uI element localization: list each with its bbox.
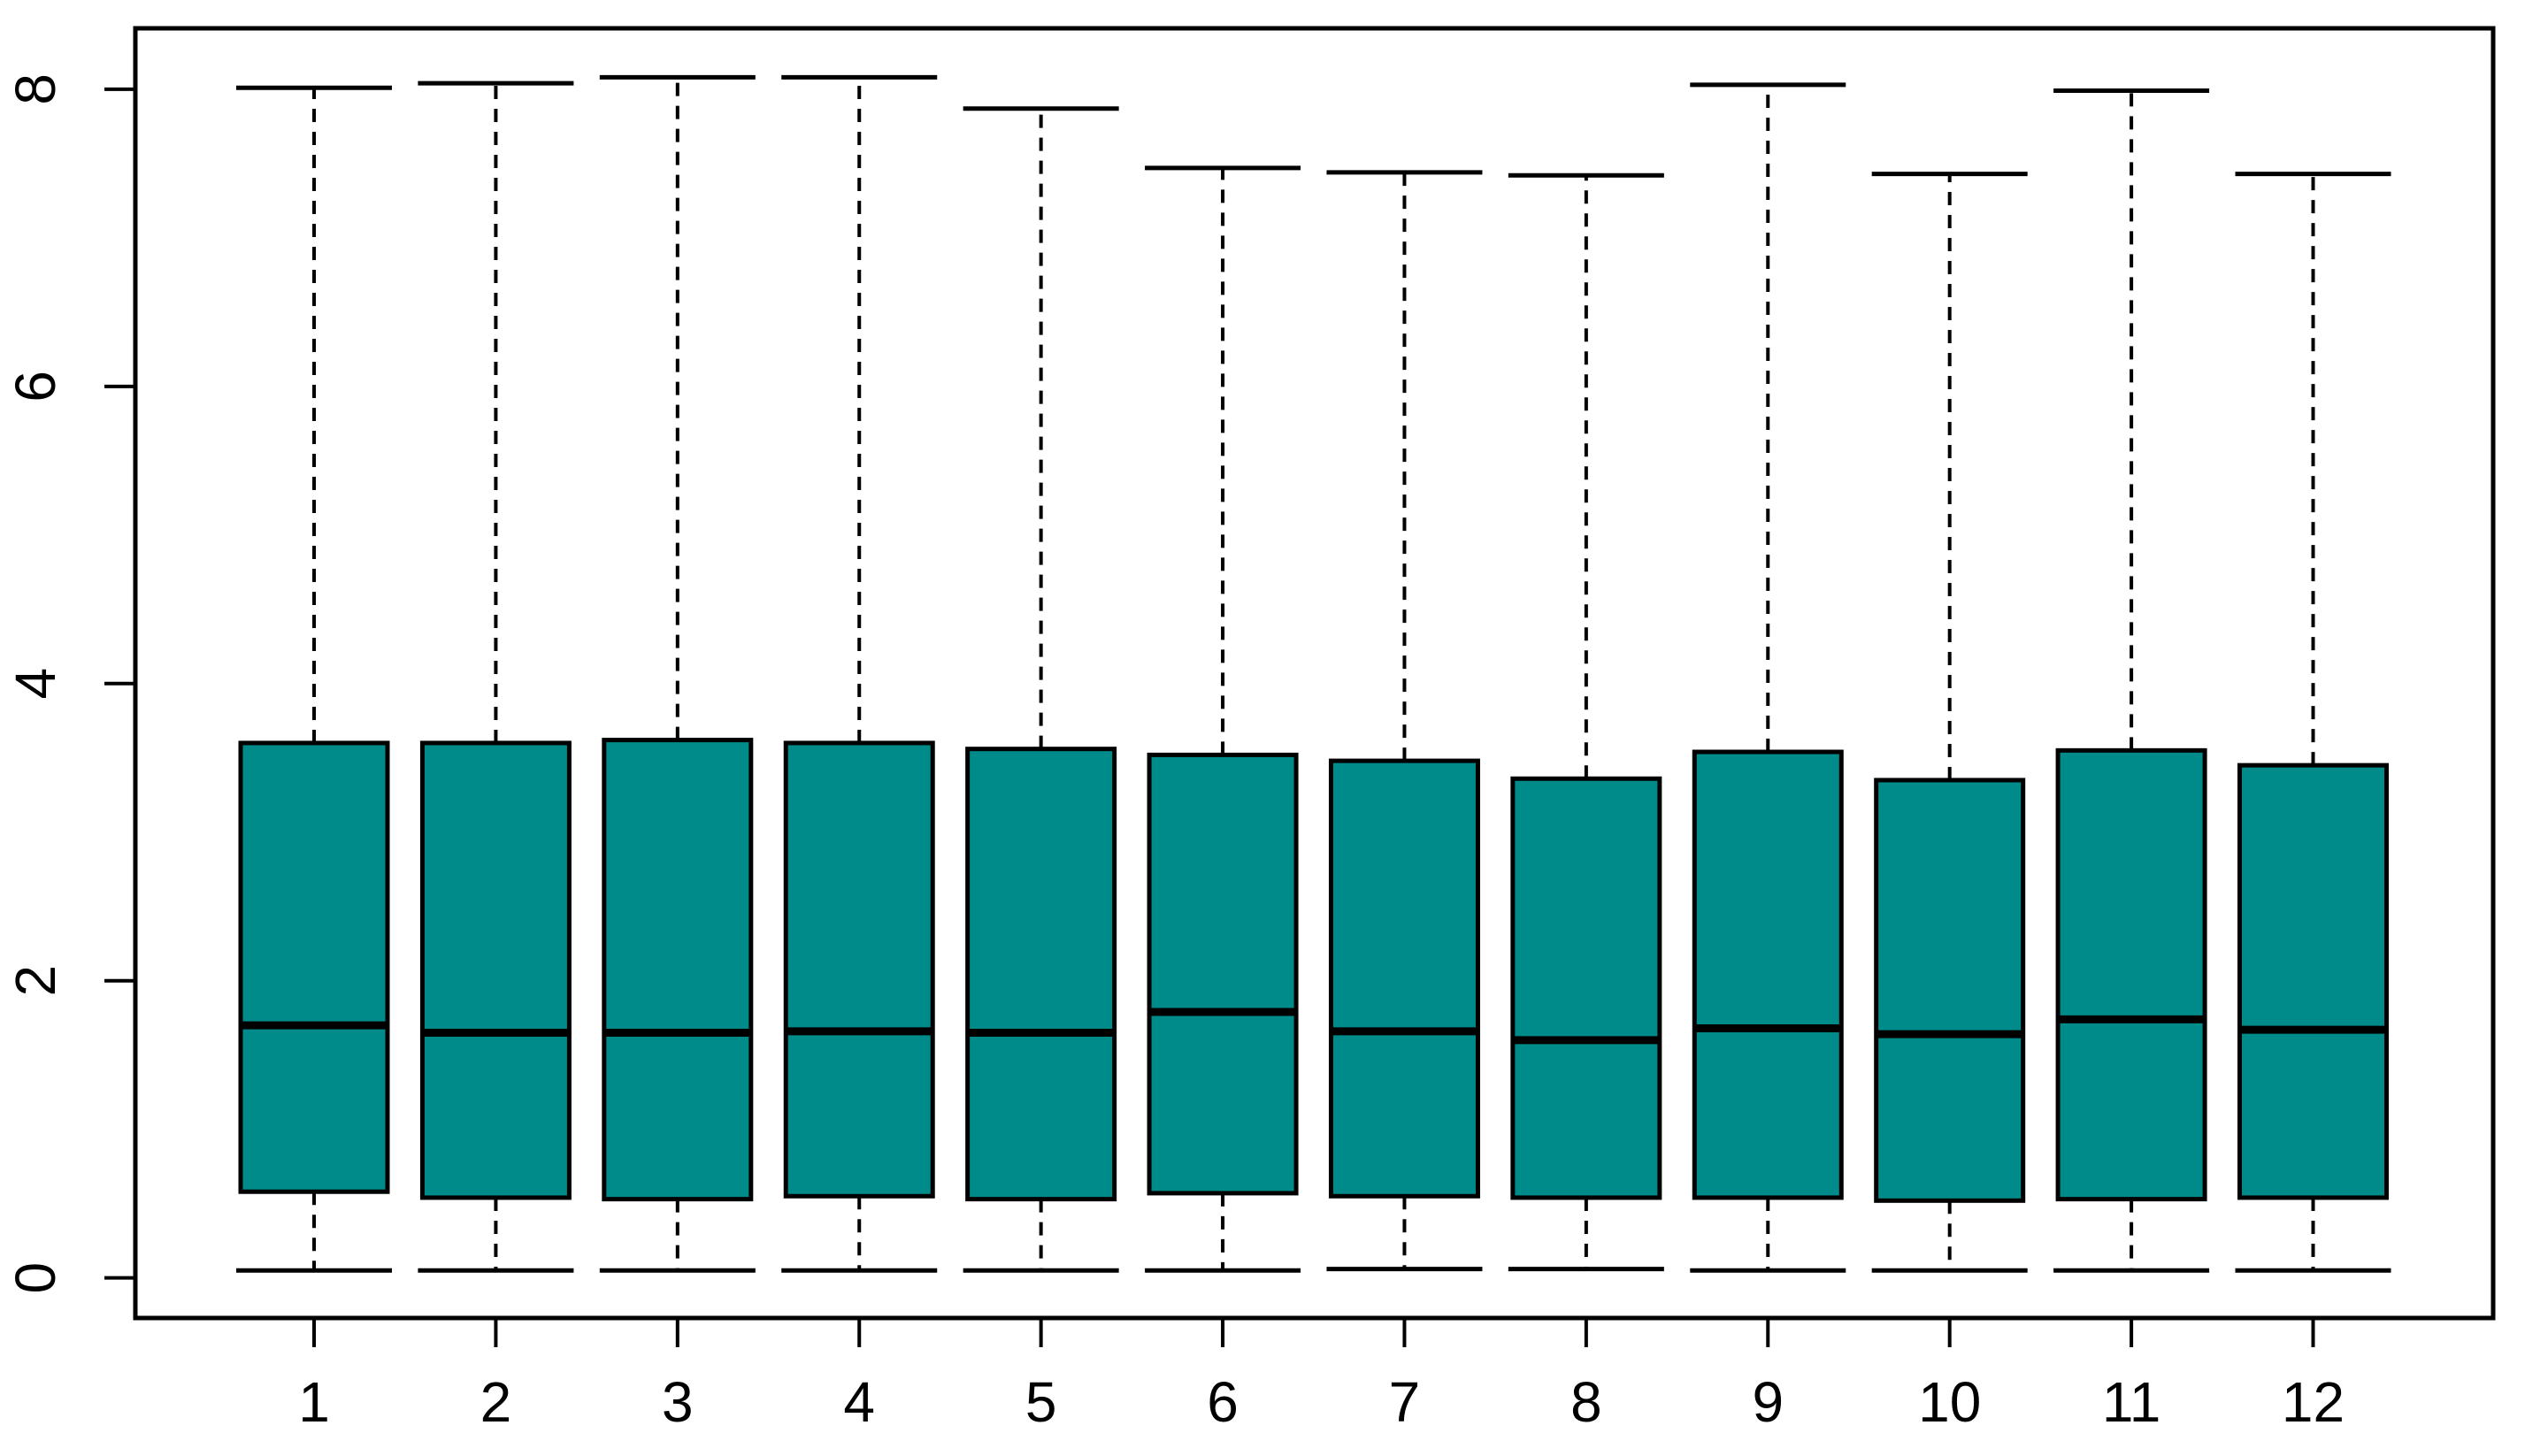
iqr-box: [1874, 778, 2026, 1203]
x-axis-tick-label: 10: [1918, 1370, 1981, 1434]
iqr-box: [1328, 758, 1480, 1199]
y-axis-tick-label: 2: [4, 965, 67, 997]
iqr-box: [783, 740, 935, 1199]
y-axis-tick-label: 0: [4, 1262, 67, 1294]
x-axis-tick-label: 12: [2282, 1370, 2345, 1434]
iqr-box: [2237, 762, 2390, 1200]
iqr-box: [1510, 776, 1662, 1200]
iqr-box: [602, 738, 754, 1202]
y-axis-tick-label: 8: [4, 73, 67, 105]
iqr-box: [1692, 749, 1844, 1200]
iqr-box: [2055, 747, 2207, 1202]
iqr-box: [965, 747, 1117, 1202]
x-axis-tick-label: 5: [1025, 1370, 1057, 1434]
x-axis-tick-label: 1: [298, 1370, 330, 1434]
x-axis-tick-label: 3: [662, 1370, 694, 1434]
iqr-box: [1147, 752, 1299, 1196]
x-axis-tick-label: 6: [1207, 1370, 1239, 1434]
plot-border: [133, 26, 2496, 1321]
x-axis-tick-label: 8: [1570, 1370, 1602, 1434]
x-axis-tick-label: 2: [480, 1370, 512, 1434]
x-axis-tick-label: 7: [1389, 1370, 1421, 1434]
x-axis-tick-label: 11: [2102, 1370, 2160, 1434]
x-axis-tick-label: 4: [843, 1370, 875, 1434]
y-axis-tick-label: 6: [4, 371, 67, 402]
y-axis-tick-label: 4: [4, 668, 67, 700]
iqr-box: [419, 740, 572, 1200]
x-axis-tick-label: 9: [1752, 1370, 1784, 1434]
iqr-box: [238, 740, 390, 1194]
